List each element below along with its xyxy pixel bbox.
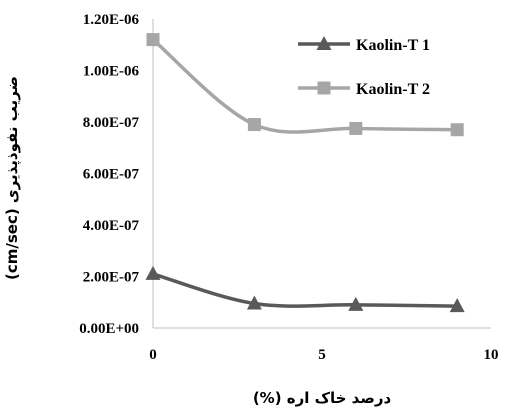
x-axis-title: درصد خاک اره (%)	[253, 389, 392, 407]
x-tick-label: 0	[149, 347, 157, 363]
series-1	[145, 265, 465, 313]
axes	[152, 19, 491, 329]
legend-item: Kaolin-T 1	[298, 36, 430, 54]
legend: Kaolin-T 1 Kaolin-T 2	[298, 36, 430, 98]
legend-item: Kaolin-T 2	[298, 81, 430, 98]
data-point	[146, 33, 160, 47]
legend-marker	[317, 81, 331, 95]
x-tick-label: 10	[484, 347, 499, 363]
x-tick-labels: 0 5 10	[149, 347, 498, 363]
series-2	[146, 33, 464, 137]
y-tick-label: 2.00E-07	[83, 270, 140, 286]
y-tick-label: 4.00E-07	[83, 218, 140, 234]
y-tick-labels: 0.00E+00 2.00E-07 4.00E-07 6.00E-07 8.00E-07…	[79, 12, 139, 337]
data-point	[348, 296, 364, 311]
data-point	[450, 123, 464, 137]
x-tick-label: 5	[318, 347, 326, 363]
y-axis-title: ضریب نفوذپذیری (cm/sec)	[3, 76, 22, 280]
legend-label: Kaolin-T 1	[356, 37, 430, 54]
y-tick-label: 8.00E-07	[83, 115, 140, 131]
data-point	[349, 121, 363, 135]
data-point	[246, 295, 262, 310]
legend-marker	[316, 36, 332, 50]
series-line	[152, 272, 458, 308]
data-point	[449, 298, 465, 313]
series-line	[151, 38, 458, 134]
y-tick-label: 6.00E-07	[83, 167, 140, 183]
data-point	[145, 265, 161, 280]
data-point	[247, 118, 261, 132]
y-tick-label: 0.00E+00	[79, 321, 139, 337]
y-tick-label: 1.20E-06	[83, 12, 140, 28]
y-tick-label: 1.00E-06	[83, 64, 140, 80]
legend-label: Kaolin-T 2	[356, 81, 430, 98]
series-layer	[145, 33, 465, 313]
